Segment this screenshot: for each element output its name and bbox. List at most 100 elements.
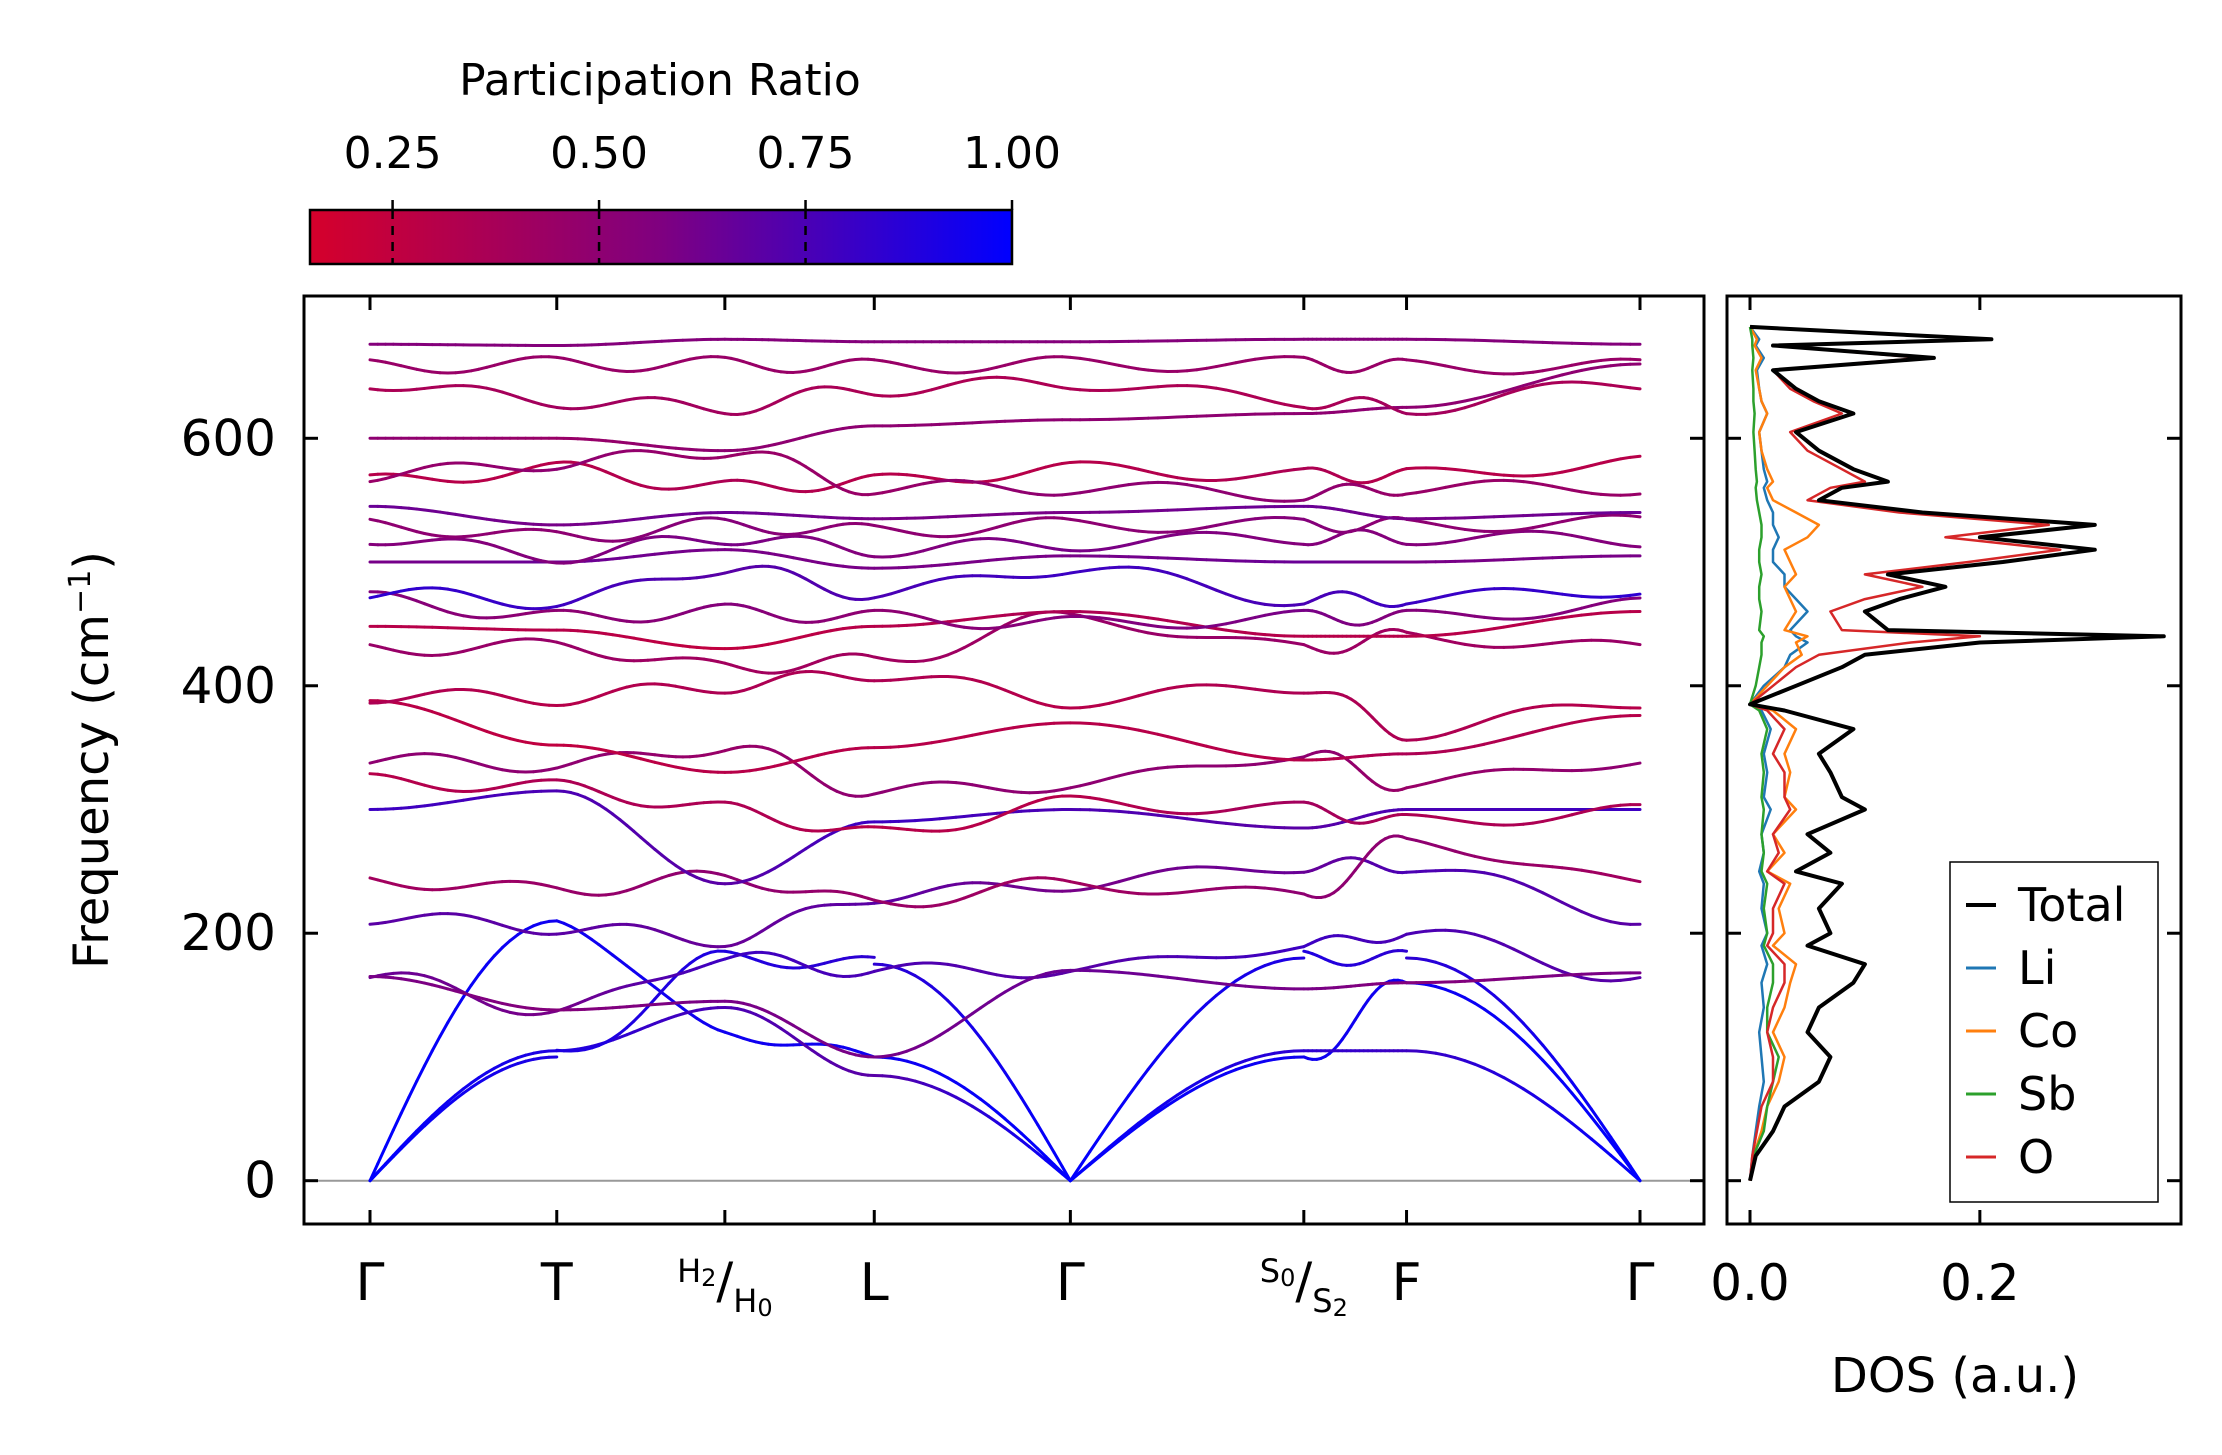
band-segment [1521,821,1535,826]
band-segment [1263,602,1277,607]
band-segment [1224,628,1238,633]
band-segment [1619,593,1632,598]
band-segment [1482,822,1496,827]
band-y-axis-label: Frequency (cm−1) [63,551,120,969]
band-segment [1214,478,1228,482]
band-segment [1628,878,1642,884]
band-segment [1512,976,1525,980]
band-segment [1609,598,1623,603]
band-segment [938,1028,950,1037]
band-segment [1214,1066,1228,1075]
band-segment [1550,591,1564,596]
band-segment [929,1033,942,1042]
band-segment [1463,996,1477,1005]
band-segment [1512,644,1525,649]
band-segment [1214,981,1228,986]
band-segment [1107,959,1121,965]
band-segment [1117,1093,1131,1111]
band-segment [1185,368,1199,373]
band-segment [1619,640,1632,645]
band-segment [1107,809,1121,813]
band-segment [1599,364,1613,369]
band-segment [1550,365,1564,371]
band-y-tick-label: 600 [181,409,276,467]
band-11 [368,670,1642,742]
band-segment [1541,381,1554,386]
band-segment [1117,696,1131,703]
band-segment [1107,699,1121,705]
band-segment [1560,1080,1574,1095]
band-segment [1619,1162,1632,1174]
band-segment [469,973,481,987]
colorbar-gradient [308,208,1014,266]
band-segment [1195,525,1209,531]
band-segment [1463,613,1477,618]
band-segment [1580,868,1593,874]
band-segment [1234,476,1247,481]
band-segment [1589,1137,1603,1149]
band-segment [1214,622,1228,628]
band-segment [1136,1117,1150,1128]
band-segment [1136,566,1150,571]
band-segment [1512,384,1525,391]
band-segment [1166,891,1179,896]
band-segment [1166,634,1179,639]
band-segment [1156,974,1170,979]
band-segment [1107,799,1121,805]
band-segment [1195,484,1209,490]
band-segment [1628,454,1642,459]
band-segment [1263,637,1277,642]
band-segment [1175,1021,1189,1036]
band-segment [1088,488,1102,493]
band-x-tick-label: T [540,1253,573,1313]
colorbar-tick-label: 0.75 [757,128,855,179]
band-segment [1453,929,1467,934]
band-segment [1036,1151,1048,1162]
band-segment [1088,1135,1102,1154]
band-segment [970,637,982,645]
band-segment [1166,866,1179,872]
band-segment [1156,868,1170,873]
band-segment [1443,610,1457,616]
band-segment [1589,870,1603,876]
band-segment [929,984,942,995]
band-segment [1589,704,1603,709]
band-segment [1550,1055,1564,1071]
band-segment [1234,751,1247,757]
band-segment [1521,882,1535,890]
band-segment [1273,633,1286,638]
band-segment [1619,513,1632,518]
legend-label: Co [2018,1004,2078,1058]
band-segment [1263,801,1277,806]
band-segment [1224,388,1238,394]
band-segment [1502,735,1516,742]
band-segment [1599,492,1613,497]
band-segment [1088,963,1102,969]
band-segment [1580,768,1593,772]
band-segment [1224,749,1238,755]
band-segment [1185,739,1199,746]
band-segment [454,1091,465,1101]
band-segment [438,1100,450,1111]
band-segment [1443,729,1457,736]
band-segment [962,641,974,650]
band-segment [987,1115,999,1124]
band-segment [1424,609,1438,613]
band-segment [1550,373,1564,379]
band-segment [1253,497,1267,502]
band-segment [1273,638,1286,644]
band-segment [1166,481,1179,485]
band-segment [1205,744,1218,751]
band-segment [1482,935,1496,943]
band-segment [1195,1002,1209,1015]
band-segment [1502,473,1516,478]
band-segment [1550,470,1564,476]
band-segment [1531,1032,1545,1047]
band-segment [1263,886,1277,891]
band-segment [1512,1030,1525,1043]
band-segment [1292,945,1306,951]
band-segment [1521,480,1535,485]
band-segment [1292,498,1306,503]
band-segment [954,1017,966,1027]
band-segment [1453,746,1467,752]
